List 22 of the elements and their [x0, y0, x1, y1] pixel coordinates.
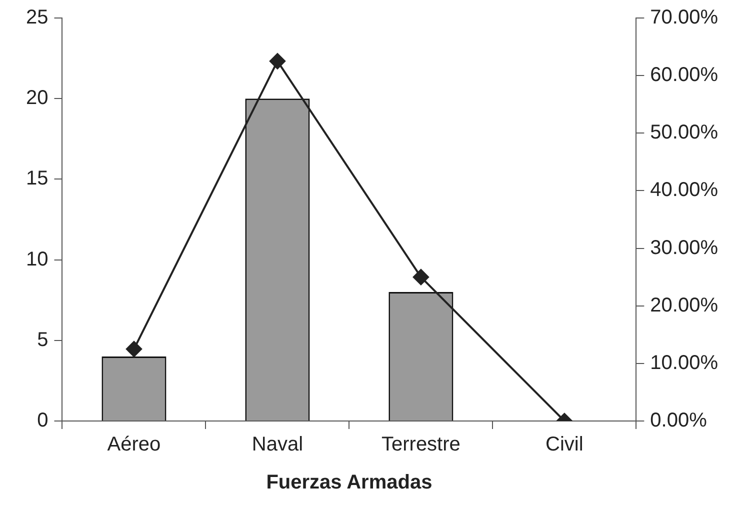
point: [269, 53, 286, 70]
y-tick-label: 15: [26, 168, 48, 190]
y2-tick-label: 30.00%: [650, 236, 718, 259]
y2-tick-label: 50.00%: [650, 122, 718, 144]
y-tick-label: 20: [26, 87, 48, 110]
y2-tick-label: 10.00%: [650, 352, 718, 374]
y-tick-label: 5: [37, 328, 48, 351]
y2-tick-label: 70.00%: [650, 6, 718, 29]
y2-tick-label: 20.00%: [650, 294, 718, 316]
y2-tick-label: 0.00%: [650, 410, 708, 432]
x-axis-title: Fuerzas Armadas: [266, 472, 432, 494]
y2-tick-label: 60.00%: [650, 64, 718, 86]
x-tick-label: Civil: [546, 434, 584, 456]
x-tick-label: Aéreo: [107, 434, 161, 456]
y-tick-label: 25: [26, 6, 48, 29]
x-tick-label: Terrestre: [381, 434, 460, 456]
y-tick-label: 0: [37, 410, 48, 432]
point: [126, 341, 142, 358]
y2-tick-label: 40.00%: [650, 179, 718, 202]
point: [412, 269, 429, 286]
y-tick-label: 10: [26, 248, 48, 270]
x-tick-label: Naval: [252, 434, 304, 456]
